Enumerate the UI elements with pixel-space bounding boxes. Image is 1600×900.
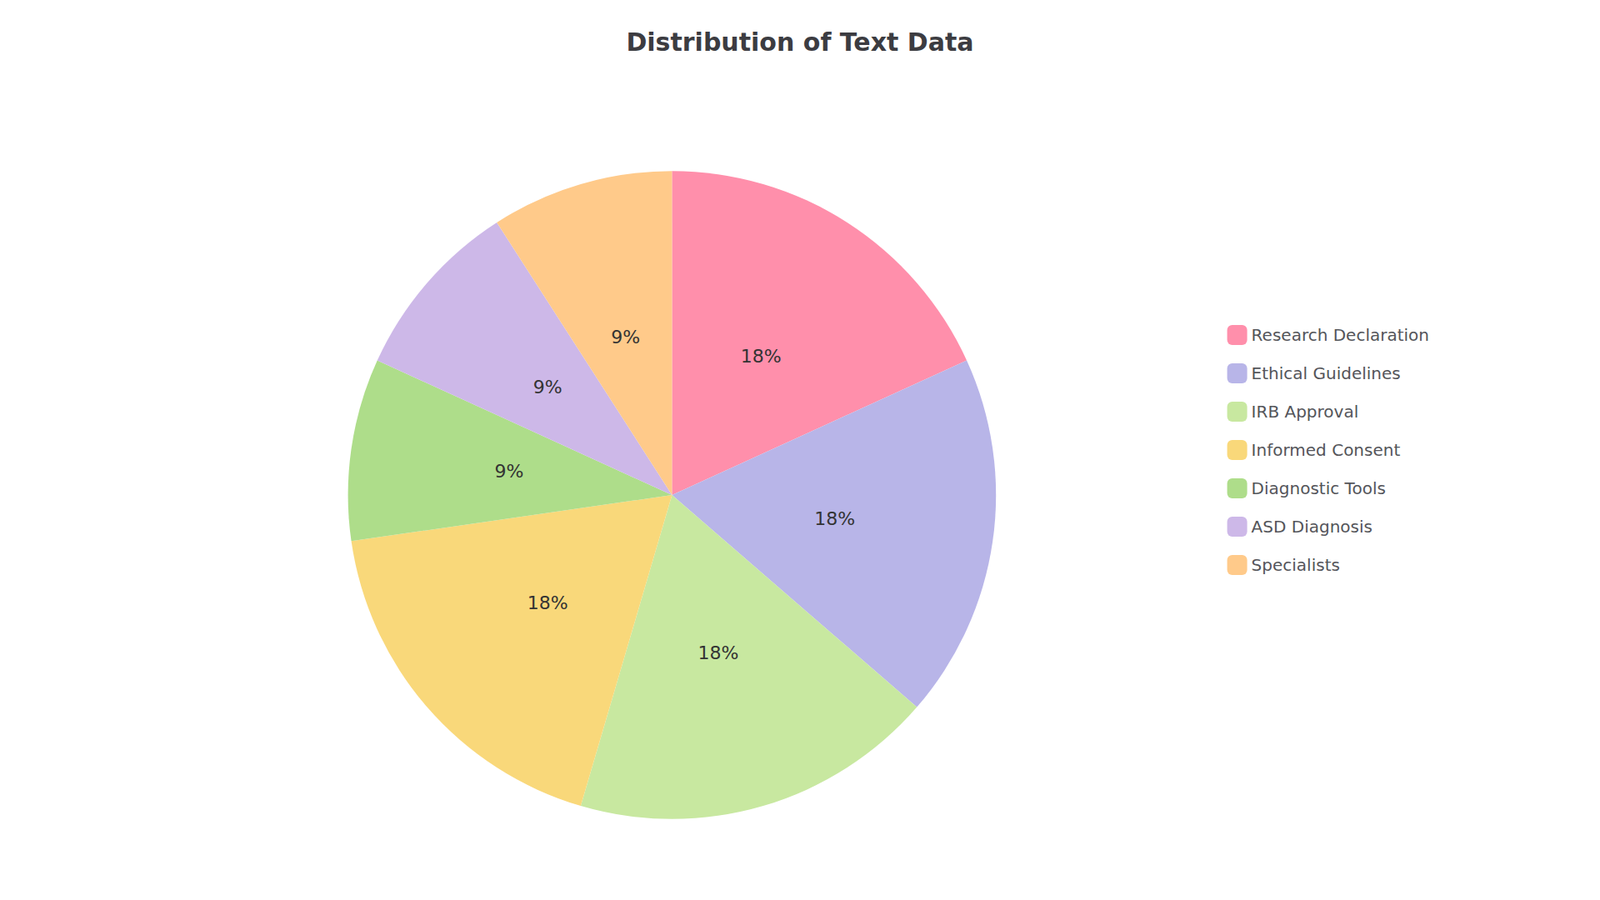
svg-text:9%: 9% xyxy=(495,460,525,482)
svg-text:ASD Diagnosis: ASD Diagnosis xyxy=(1251,516,1373,537)
svg-text:Research Declaration: Research Declaration xyxy=(1251,325,1430,345)
svg-text:18%: 18% xyxy=(527,592,569,614)
svg-text:18%: 18% xyxy=(814,508,855,530)
svg-text:18%: 18% xyxy=(698,642,740,664)
svg-text:Diagnostic Tools: Diagnostic Tools xyxy=(1251,478,1386,499)
svg-text:Distribution of Text Data: Distribution of Text Data xyxy=(625,27,974,57)
svg-text:Ethical Guidelines: Ethical Guidelines xyxy=(1251,363,1401,384)
svg-text:9%: 9% xyxy=(610,326,640,348)
svg-text:Informed Consent: Informed Consent xyxy=(1251,440,1401,460)
svg-text:18%: 18% xyxy=(740,345,782,367)
svg-text:IRB Approval: IRB Approval xyxy=(1251,401,1360,422)
svg-text:9%: 9% xyxy=(533,376,563,398)
svg-text:Specialists: Specialists xyxy=(1251,555,1340,575)
